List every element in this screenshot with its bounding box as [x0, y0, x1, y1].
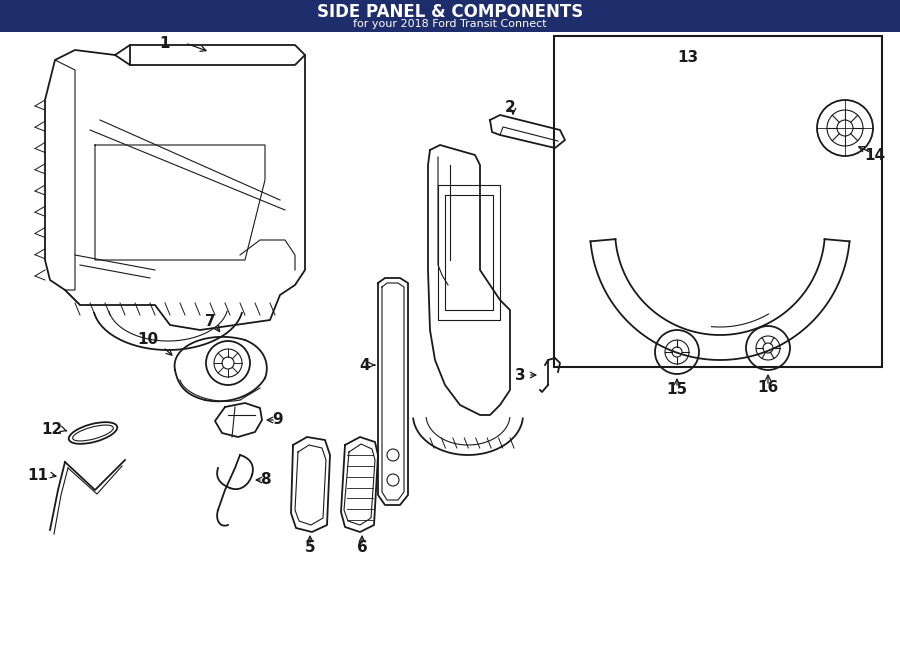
- Text: 2: 2: [505, 100, 516, 116]
- Text: 7: 7: [204, 315, 215, 329]
- Text: 14: 14: [864, 147, 886, 163]
- Text: 15: 15: [666, 383, 688, 397]
- Text: 8: 8: [260, 473, 270, 488]
- Text: 12: 12: [41, 422, 63, 438]
- Text: 9: 9: [273, 412, 284, 428]
- Text: 1: 1: [160, 36, 170, 50]
- Text: 5: 5: [305, 541, 315, 555]
- Bar: [0, 0, 900, 32]
- Text: 16: 16: [758, 381, 778, 395]
- Text: 4: 4: [359, 358, 370, 373]
- Bar: [554, 36, 882, 367]
- Text: SIDE PANEL & COMPONENTS: SIDE PANEL & COMPONENTS: [317, 3, 583, 21]
- Text: for your 2018 Ford Transit Connect: for your 2018 Ford Transit Connect: [353, 19, 547, 29]
- Text: 6: 6: [356, 541, 367, 555]
- Text: 13: 13: [678, 50, 698, 65]
- Text: 10: 10: [138, 332, 158, 348]
- Text: 3: 3: [515, 368, 526, 383]
- Text: 11: 11: [28, 467, 49, 483]
